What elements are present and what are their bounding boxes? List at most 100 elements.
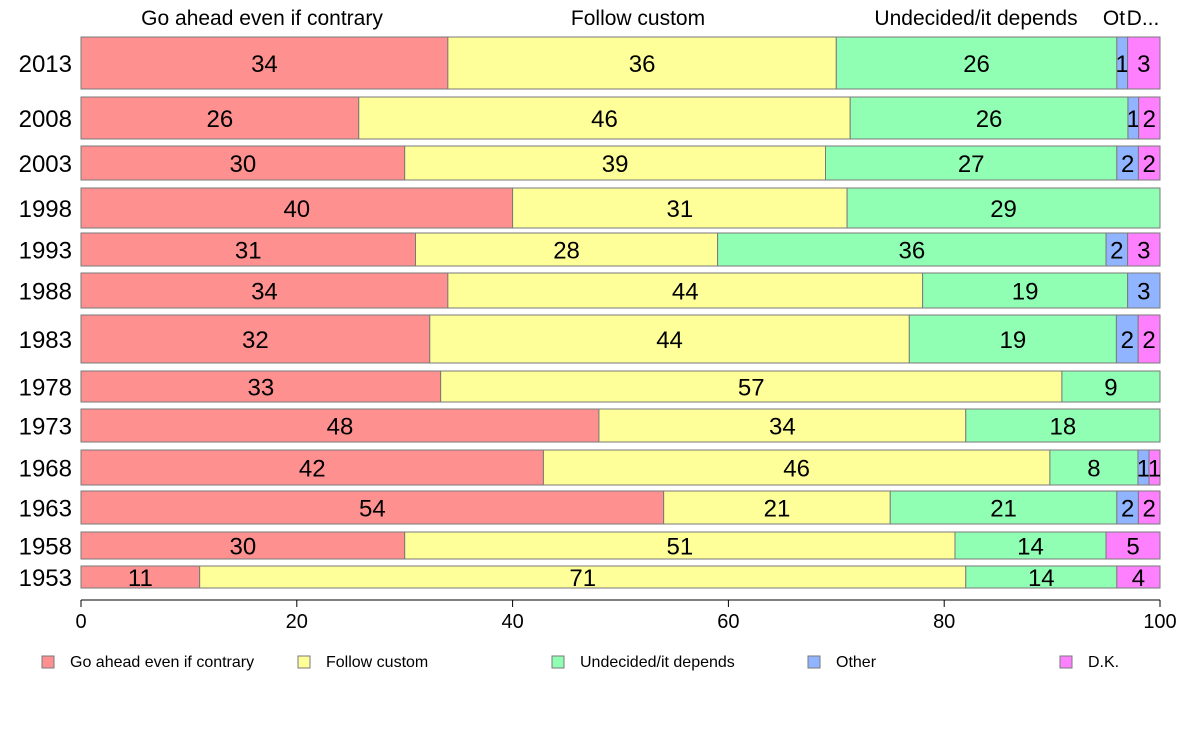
bar-value-label: 3 — [1137, 279, 1150, 306]
bar-segment — [80, 272, 449, 309]
bar-segment — [80, 449, 544, 486]
x-tick-label: 100 — [1143, 611, 1176, 633]
year-label: 1998 — [19, 196, 72, 223]
year-label: 1968 — [19, 456, 72, 483]
bar-value-label: 2 — [1143, 106, 1156, 133]
bar-value-label: 54 — [359, 496, 386, 523]
bar-value-label: 3 — [1137, 51, 1150, 78]
bar-segment — [80, 408, 600, 443]
bar-segment — [1137, 145, 1161, 181]
bar-segment — [440, 370, 1063, 403]
bar-segment — [1137, 490, 1161, 525]
legend-item: Other — [807, 654, 877, 671]
bar-value-label: 9 — [1104, 375, 1117, 402]
bar-value-label: 1 — [1116, 51, 1129, 78]
bar-value-label: 34 — [769, 414, 796, 441]
bar-segment — [80, 187, 514, 229]
bar-segment — [404, 145, 827, 181]
bar-segment — [1061, 370, 1161, 403]
column-header: D... — [1127, 7, 1160, 30]
bar-value-label: 36 — [629, 51, 656, 78]
bar-value-label: 48 — [327, 414, 354, 441]
x-axis: 0 20 40 60 80 100 — [75, 599, 1177, 633]
year-label: 1983 — [19, 327, 72, 354]
bar-value-label: 21 — [764, 496, 791, 523]
bar-row-1968: 42 46 8 11 — [80, 449, 1161, 486]
bar-value-label: 8 — [1087, 456, 1100, 483]
bar-value-label: 29 — [990, 196, 1017, 223]
year-label: 2013 — [19, 51, 72, 78]
year-labels: 2013 2008 2003 1998 1993 1988 1983 1978 1973 1968… — [19, 51, 72, 592]
bar-row-1953: 11 71 14 4 — [80, 565, 1161, 592]
bar-value-label: 18 — [1050, 414, 1077, 441]
column-headers: Go ahead even if contrary Follow custom Un… — [141, 7, 1159, 30]
bar-row-1978: 33 57 9 — [80, 370, 1161, 403]
bar-value-label: 46 — [783, 456, 810, 483]
bar-segment — [429, 314, 910, 364]
legend-item: Go ahead even if contrary — [41, 654, 254, 671]
bar-row-1983: 32 44 19 2 2 — [80, 314, 1161, 364]
bar-row-2008: 26 46 26 1 2 — [80, 96, 1161, 140]
bar-segment — [1148, 449, 1161, 486]
legend: Go ahead even if contrary Follow custom Un… — [41, 654, 1119, 671]
bar-value-label: 2 — [1143, 151, 1156, 178]
bar-value-label: 2 — [1121, 496, 1134, 523]
bar-value-label: 32 — [242, 327, 269, 354]
bar-segment — [1127, 36, 1161, 90]
bar-segment — [1127, 272, 1161, 309]
legend-swatch — [297, 655, 311, 669]
bar-value-label: 3 — [1137, 238, 1150, 265]
bar-value-label: 30 — [229, 151, 256, 178]
bar-value-label: 2 — [1110, 238, 1123, 265]
bar-value-label: 39 — [602, 151, 629, 178]
bar-segment — [404, 531, 956, 560]
bar-value-label: 1 — [1127, 106, 1140, 133]
bar-segment — [717, 232, 1107, 267]
bar-value-label: 2 — [1121, 151, 1134, 178]
legend-swatch — [807, 655, 821, 669]
bar-value-label: 44 — [672, 279, 699, 306]
bar-segment — [1105, 531, 1161, 560]
bar-value-label: 11 — [128, 565, 153, 592]
legend-item: Follow custom — [297, 654, 428, 671]
bar-row-1963: 54 21 21 2 2 — [80, 490, 1161, 525]
bar-value-label: 57 — [738, 375, 765, 402]
bar-segment — [80, 531, 406, 560]
bar-segment — [447, 272, 924, 309]
year-label: 1978 — [19, 375, 72, 402]
bar-value-label: 26 — [207, 106, 234, 133]
bar-value-label: 2 — [1143, 496, 1156, 523]
legend-swatch — [551, 655, 565, 669]
bar-value-label: 28 — [553, 238, 580, 265]
column-header: Ot — [1103, 7, 1125, 30]
bar-row-1998: 40 31 29 — [80, 187, 1161, 229]
bar-segment — [908, 314, 1117, 364]
year-label: 1953 — [19, 565, 72, 592]
legend-swatch — [41, 655, 55, 669]
x-tick-label: 80 — [933, 611, 955, 633]
column-header: Undecided/it depends — [874, 7, 1077, 30]
bar-segment — [447, 36, 837, 90]
legend-label: D.K. — [1088, 654, 1119, 671]
bar-row-1993: 31 28 36 2 3 — [80, 232, 1161, 267]
bar-segment — [414, 232, 719, 267]
x-tick-label: 60 — [717, 611, 739, 633]
bar-value-label: 44 — [656, 327, 683, 354]
bar-segment — [358, 96, 851, 140]
bar-segment — [965, 408, 1161, 443]
bar-segment — [80, 96, 360, 140]
bar-value-label: 31 — [666, 196, 693, 223]
bar-row-2003: 30 39 27 2 2 — [80, 145, 1161, 181]
bar-value-label: 36 — [898, 238, 925, 265]
bar-value-label: 19 — [1000, 327, 1027, 354]
bar-row-2013: 34 36 26 1 3 — [80, 36, 1161, 90]
bar-segment — [825, 145, 1118, 181]
bar-value-label: 2 — [1142, 327, 1155, 354]
bar-segment — [922, 272, 1129, 309]
bar-value-label: 34 — [251, 51, 278, 78]
bar-segment — [80, 370, 442, 403]
year-label: 1993 — [19, 238, 72, 265]
year-label: 2003 — [19, 151, 72, 178]
bar-value-label: 40 — [283, 196, 310, 223]
bar-segment — [80, 490, 665, 525]
